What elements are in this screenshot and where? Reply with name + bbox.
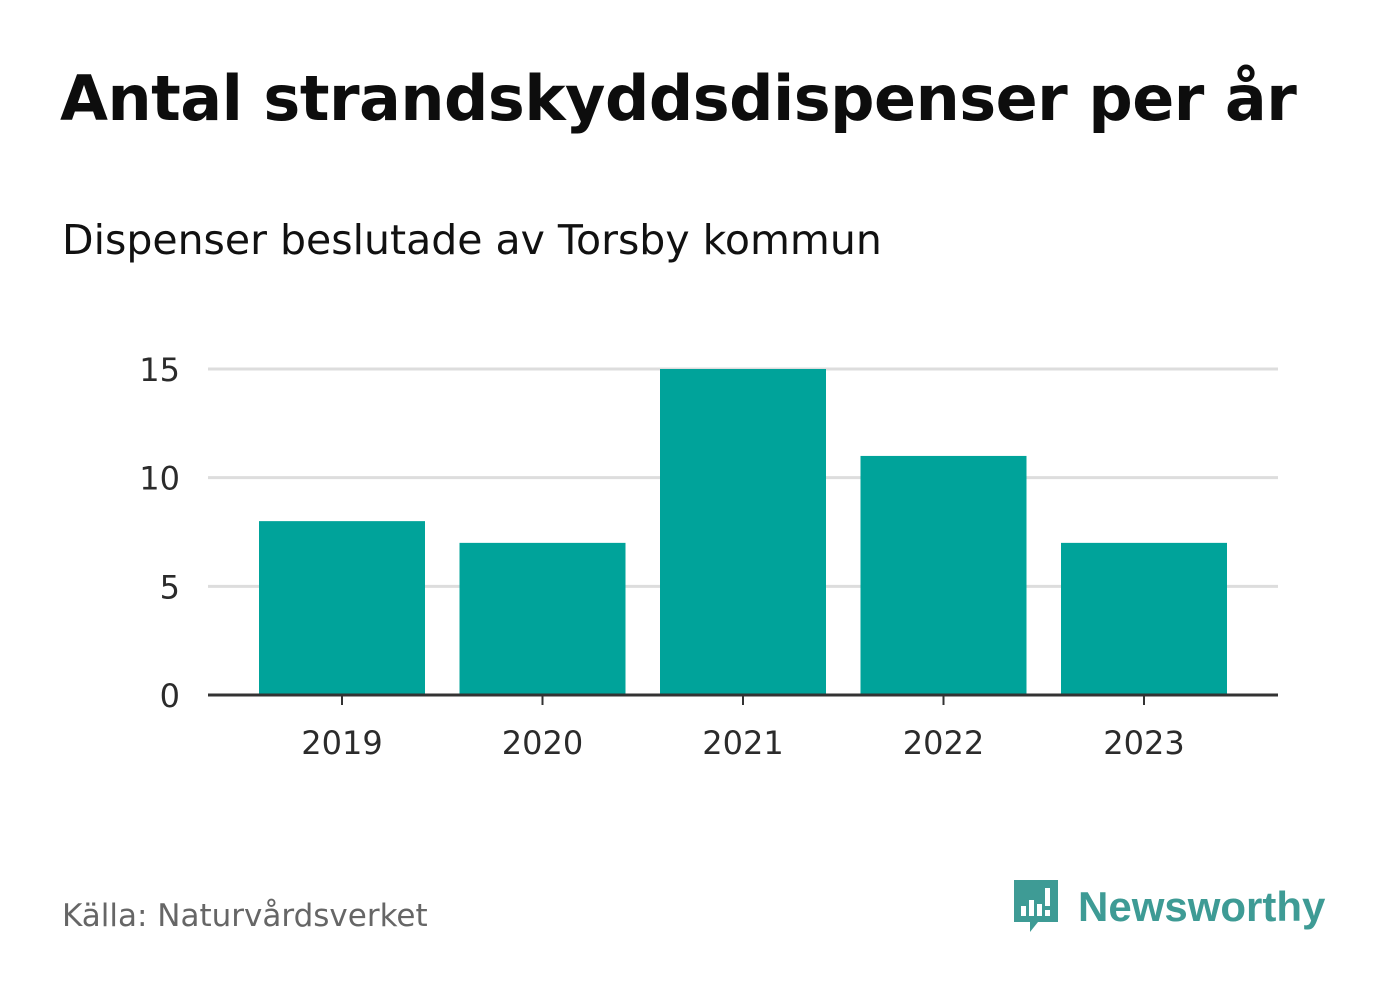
bars xyxy=(259,369,1227,695)
axes xyxy=(208,693,1278,705)
y-tick-label: 5 xyxy=(160,568,180,606)
tick-labels: 0 5 10 15 2019 2020 2021 2022 2023 xyxy=(139,351,1184,762)
x-tick-label: 2020 xyxy=(502,724,583,762)
brand-name: Newsworthy xyxy=(1078,883,1326,930)
y-tick-label: 10 xyxy=(139,460,180,498)
bar-2023 xyxy=(1061,542,1227,695)
newsworthy-logo-icon xyxy=(1014,880,1058,932)
x-tick-label: 2021 xyxy=(702,724,783,762)
brand-logo: Newsworthy xyxy=(1010,876,1325,938)
bar-2019 xyxy=(259,521,425,695)
y-tick-label: 15 xyxy=(139,351,180,389)
chart-title: Antal strandskyddsdispenser per år xyxy=(60,62,1297,135)
y-tick-label: 0 xyxy=(160,677,180,715)
bar-2020 xyxy=(459,542,626,695)
chart-subtitle: Dispenser beslutade av Torsby kommun xyxy=(62,216,882,264)
source-note: Källa: Naturvårdsverket xyxy=(62,898,428,934)
bar-2021 xyxy=(660,369,826,695)
x-tick-label: 2023 xyxy=(1103,724,1184,762)
x-tick-label: 2022 xyxy=(903,724,984,762)
bar-2022 xyxy=(860,455,1027,695)
x-tick-label: 2019 xyxy=(301,724,382,762)
